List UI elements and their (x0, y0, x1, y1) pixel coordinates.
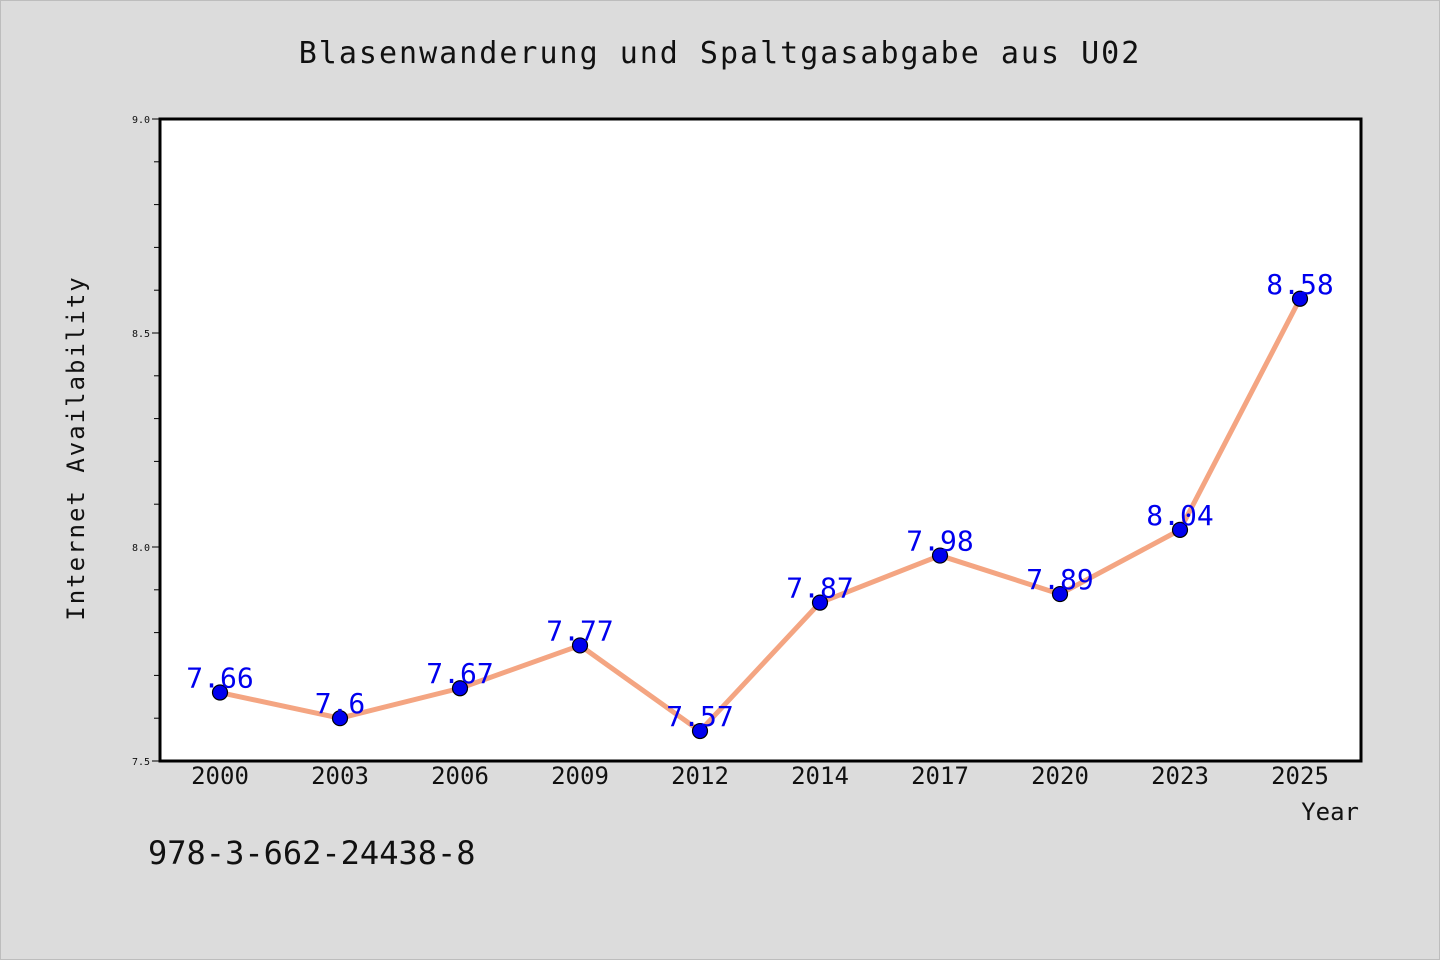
series-markers (211, 290, 1309, 740)
y-axis-label: Internet Availability (62, 275, 90, 620)
data-point (811, 594, 829, 611)
x-tick-label: 2006 (431, 762, 489, 790)
x-tick-label: 2012 (671, 762, 729, 790)
y-minor-ticks (152, 118, 160, 762)
data-point (1291, 290, 1309, 307)
y-tick-label: 7.5 (132, 757, 150, 768)
y-tick-label: 8.5 (132, 329, 150, 340)
x-tick-label: 2009 (551, 762, 609, 790)
data-point (931, 547, 949, 564)
x-tick-label: 2025 (1271, 762, 1329, 790)
y-tick-labels: 7.5 8.0 8.5 9.0 (132, 115, 150, 768)
series-line (219, 297, 1303, 734)
data-point (571, 637, 589, 654)
data-label: 7.57 (666, 700, 733, 733)
data-label: 7.98 (906, 525, 973, 558)
x-tick-label: 2003 (311, 762, 369, 790)
y-tick-label: 9.0 (132, 115, 150, 126)
data-labels: 7.66 7.6 7.67 7.77 7.57 7.87 7.98 7.89 8.04 8.58 (186, 268, 1333, 733)
plot-area (158, 117, 1363, 763)
x-tick-label: 2020 (1031, 762, 1089, 790)
data-label: 7.77 (546, 614, 613, 647)
footer-isbn: 978-3-662-24438-8 (148, 834, 476, 872)
data-point (691, 722, 709, 740)
x-tick-label: 2023 (1151, 762, 1209, 790)
data-label: 8.04 (1146, 499, 1213, 532)
data-label: 7.6 (315, 687, 366, 720)
data-point (331, 710, 349, 727)
x-tick-label: 2017 (911, 762, 969, 790)
data-label: 7.87 (786, 572, 853, 605)
data-point (1171, 521, 1189, 538)
data-label: 7.67 (426, 657, 493, 690)
data-point (451, 680, 469, 697)
data-point (211, 684, 229, 701)
x-axis-label: Year (1301, 798, 1359, 826)
x-tick-label: 2014 (791, 762, 849, 790)
data-label: 7.89 (1026, 563, 1093, 596)
x-tick-labels: 2000 2003 2006 2009 2012 2014 2017 2020 2023 2025 (191, 762, 1329, 790)
data-label: 7.66 (186, 662, 253, 695)
data-label: 8.58 (1266, 268, 1333, 301)
y-tick-label: 8.0 (132, 543, 150, 554)
chart-title: Blasenwanderung und Spaltgasabgabe aus U… (299, 36, 1142, 71)
x-tick-label: 2000 (191, 762, 249, 790)
data-point (1051, 585, 1069, 603)
